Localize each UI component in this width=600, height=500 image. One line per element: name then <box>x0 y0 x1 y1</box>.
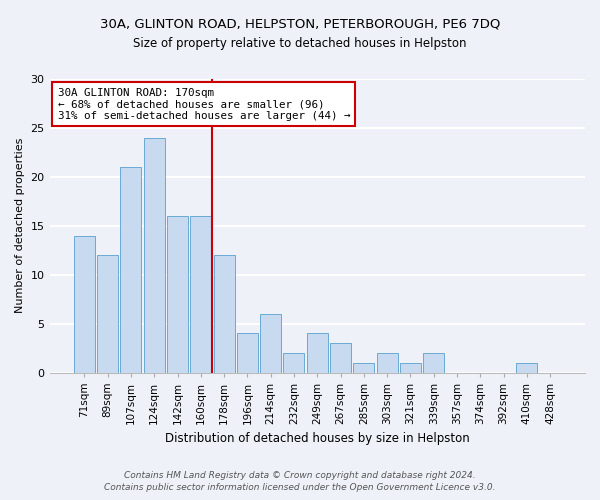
Bar <box>237 334 258 372</box>
Bar <box>144 138 165 372</box>
Bar <box>260 314 281 372</box>
Bar <box>121 167 142 372</box>
Bar <box>400 362 421 372</box>
Bar <box>214 255 235 372</box>
Bar <box>330 343 351 372</box>
Bar <box>377 353 398 372</box>
Bar <box>307 334 328 372</box>
X-axis label: Distribution of detached houses by size in Helpston: Distribution of detached houses by size … <box>165 432 470 445</box>
Bar <box>97 255 118 372</box>
Text: Contains HM Land Registry data © Crown copyright and database right 2024.
Contai: Contains HM Land Registry data © Crown c… <box>104 471 496 492</box>
Text: Size of property relative to detached houses in Helpston: Size of property relative to detached ho… <box>133 38 467 51</box>
Bar <box>353 362 374 372</box>
Y-axis label: Number of detached properties: Number of detached properties <box>15 138 25 314</box>
Bar <box>190 216 211 372</box>
Text: 30A, GLINTON ROAD, HELPSTON, PETERBOROUGH, PE6 7DQ: 30A, GLINTON ROAD, HELPSTON, PETERBOROUG… <box>100 18 500 30</box>
Text: 30A GLINTON ROAD: 170sqm
← 68% of detached houses are smaller (96)
31% of semi-d: 30A GLINTON ROAD: 170sqm ← 68% of detach… <box>58 88 350 121</box>
Bar <box>74 236 95 372</box>
Bar <box>167 216 188 372</box>
Bar <box>283 353 304 372</box>
Bar <box>517 362 538 372</box>
Bar <box>423 353 444 372</box>
